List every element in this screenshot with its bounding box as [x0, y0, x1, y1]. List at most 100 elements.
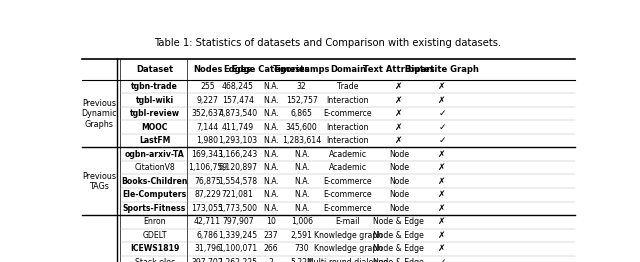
Text: Previous
TAGs: Previous TAGs [83, 172, 116, 191]
Text: Timestamps: Timestamps [273, 65, 330, 74]
Text: Edge Categories: Edge Categories [232, 65, 310, 74]
Text: 1,100,071: 1,100,071 [218, 244, 257, 253]
Text: Node & Edge: Node & Edge [374, 258, 424, 262]
Text: 173,055: 173,055 [191, 204, 223, 213]
Text: tgbn-trade: tgbn-trade [131, 82, 178, 91]
Text: 352,637: 352,637 [191, 109, 223, 118]
Text: ✗: ✗ [438, 82, 446, 91]
Text: 1,262,225: 1,262,225 [218, 258, 257, 262]
Text: 76,875: 76,875 [194, 177, 221, 186]
Text: N.A.: N.A. [294, 177, 310, 186]
Text: Node: Node [389, 204, 409, 213]
Text: 730: 730 [294, 244, 309, 253]
Text: N.A.: N.A. [263, 136, 279, 145]
Text: ✗: ✗ [438, 163, 446, 172]
Text: Table 1: Statistics of datasets and Comparison with existing datasets.: Table 1: Statistics of datasets and Comp… [154, 37, 502, 47]
Text: Trade: Trade [337, 82, 358, 91]
Text: 1,106,759: 1,106,759 [188, 163, 227, 172]
Text: 255: 255 [200, 82, 215, 91]
Text: MOOC: MOOC [141, 123, 168, 132]
Text: 32: 32 [297, 82, 307, 91]
Text: Node: Node [389, 177, 409, 186]
Text: 6,120,897: 6,120,897 [218, 163, 257, 172]
Text: ✓: ✓ [438, 109, 446, 118]
Text: 1,293,103: 1,293,103 [218, 136, 257, 145]
Text: E-commerce: E-commerce [324, 109, 372, 118]
Text: 87,229: 87,229 [194, 190, 221, 199]
Text: CitationV8: CitationV8 [134, 163, 175, 172]
Text: ✗: ✗ [438, 231, 446, 240]
Text: 1,980: 1,980 [196, 136, 218, 145]
Text: 6,786: 6,786 [196, 231, 218, 240]
Text: ICEWS1819: ICEWS1819 [130, 244, 179, 253]
Text: Bipartite Graph: Bipartite Graph [405, 65, 479, 74]
Text: N.A.: N.A. [294, 190, 310, 199]
Text: 5,224: 5,224 [291, 258, 313, 262]
Text: Node: Node [389, 150, 409, 159]
Text: 1,283,614: 1,283,614 [282, 136, 321, 145]
Text: 345,600: 345,600 [286, 123, 317, 132]
Text: ✗: ✗ [395, 136, 403, 145]
Text: Node & Edge: Node & Edge [374, 244, 424, 253]
Text: GDELT: GDELT [142, 231, 167, 240]
Text: ✗: ✗ [438, 96, 446, 105]
Text: N.A.: N.A. [263, 150, 279, 159]
Text: N.A.: N.A. [294, 150, 310, 159]
Text: 157,474: 157,474 [221, 96, 253, 105]
Text: 237: 237 [264, 231, 278, 240]
Text: N.A.: N.A. [294, 163, 310, 172]
Text: N.A.: N.A. [263, 190, 279, 199]
Text: Sports-Fitness: Sports-Fitness [123, 204, 186, 213]
Text: N.A.: N.A. [263, 204, 279, 213]
Text: ✗: ✗ [395, 82, 403, 91]
Text: Text Attributes: Text Attributes [363, 65, 435, 74]
Text: ✗: ✗ [438, 177, 446, 186]
Text: Node & Edge: Node & Edge [374, 217, 424, 226]
Text: Ele-Computers: Ele-Computers [122, 190, 187, 199]
Text: Dataset: Dataset [136, 65, 173, 74]
Text: 397,702: 397,702 [191, 258, 223, 262]
Text: 468,245: 468,245 [222, 82, 253, 91]
Text: 721,081: 721,081 [222, 190, 253, 199]
Text: 1,773,500: 1,773,500 [218, 204, 257, 213]
Text: ✓: ✓ [438, 258, 446, 262]
Text: Domain: Domain [330, 65, 366, 74]
Text: Interaction: Interaction [326, 136, 369, 145]
Text: 1,554,578: 1,554,578 [218, 177, 257, 186]
Text: Node: Node [389, 190, 409, 199]
Text: Nodes: Nodes [193, 65, 222, 74]
Text: 9,227: 9,227 [196, 96, 218, 105]
Text: Stack elec: Stack elec [134, 258, 175, 262]
Text: tgbl-wiki: tgbl-wiki [136, 96, 174, 105]
Text: ✗: ✗ [395, 109, 403, 118]
Text: 4,873,540: 4,873,540 [218, 109, 257, 118]
Text: Node: Node [389, 163, 409, 172]
Text: Books-Children: Books-Children [122, 177, 188, 186]
Text: Academic: Academic [329, 163, 367, 172]
Text: 152,757: 152,757 [286, 96, 317, 105]
Text: 2,591: 2,591 [291, 231, 313, 240]
Text: 411,749: 411,749 [221, 123, 254, 132]
Text: 266: 266 [264, 244, 278, 253]
Text: E-commerce: E-commerce [324, 190, 372, 199]
Text: 10: 10 [266, 217, 276, 226]
Text: 1,339,245: 1,339,245 [218, 231, 257, 240]
Text: Previous
Dynamic
Graphs: Previous Dynamic Graphs [81, 99, 117, 129]
Text: ✗: ✗ [438, 204, 446, 213]
Text: N.A.: N.A. [263, 82, 279, 91]
Text: ✗: ✗ [438, 190, 446, 199]
Text: Knowledge graph: Knowledge graph [314, 244, 382, 253]
Text: ✗: ✗ [438, 244, 446, 253]
Text: Multi-round dialogue: Multi-round dialogue [307, 258, 388, 262]
Text: 6,865: 6,865 [291, 109, 313, 118]
Text: N.A.: N.A. [263, 109, 279, 118]
Text: ✗: ✗ [395, 96, 403, 105]
Text: ✗: ✗ [438, 217, 446, 226]
Text: Enron: Enron [143, 217, 166, 226]
Text: LastFM: LastFM [139, 136, 170, 145]
Text: Edges: Edges [223, 65, 252, 74]
Text: Academic: Academic [329, 150, 367, 159]
Text: 1,166,243: 1,166,243 [218, 150, 257, 159]
Text: ogbn-arxiv-TA: ogbn-arxiv-TA [125, 150, 184, 159]
Text: ✓: ✓ [438, 123, 446, 132]
